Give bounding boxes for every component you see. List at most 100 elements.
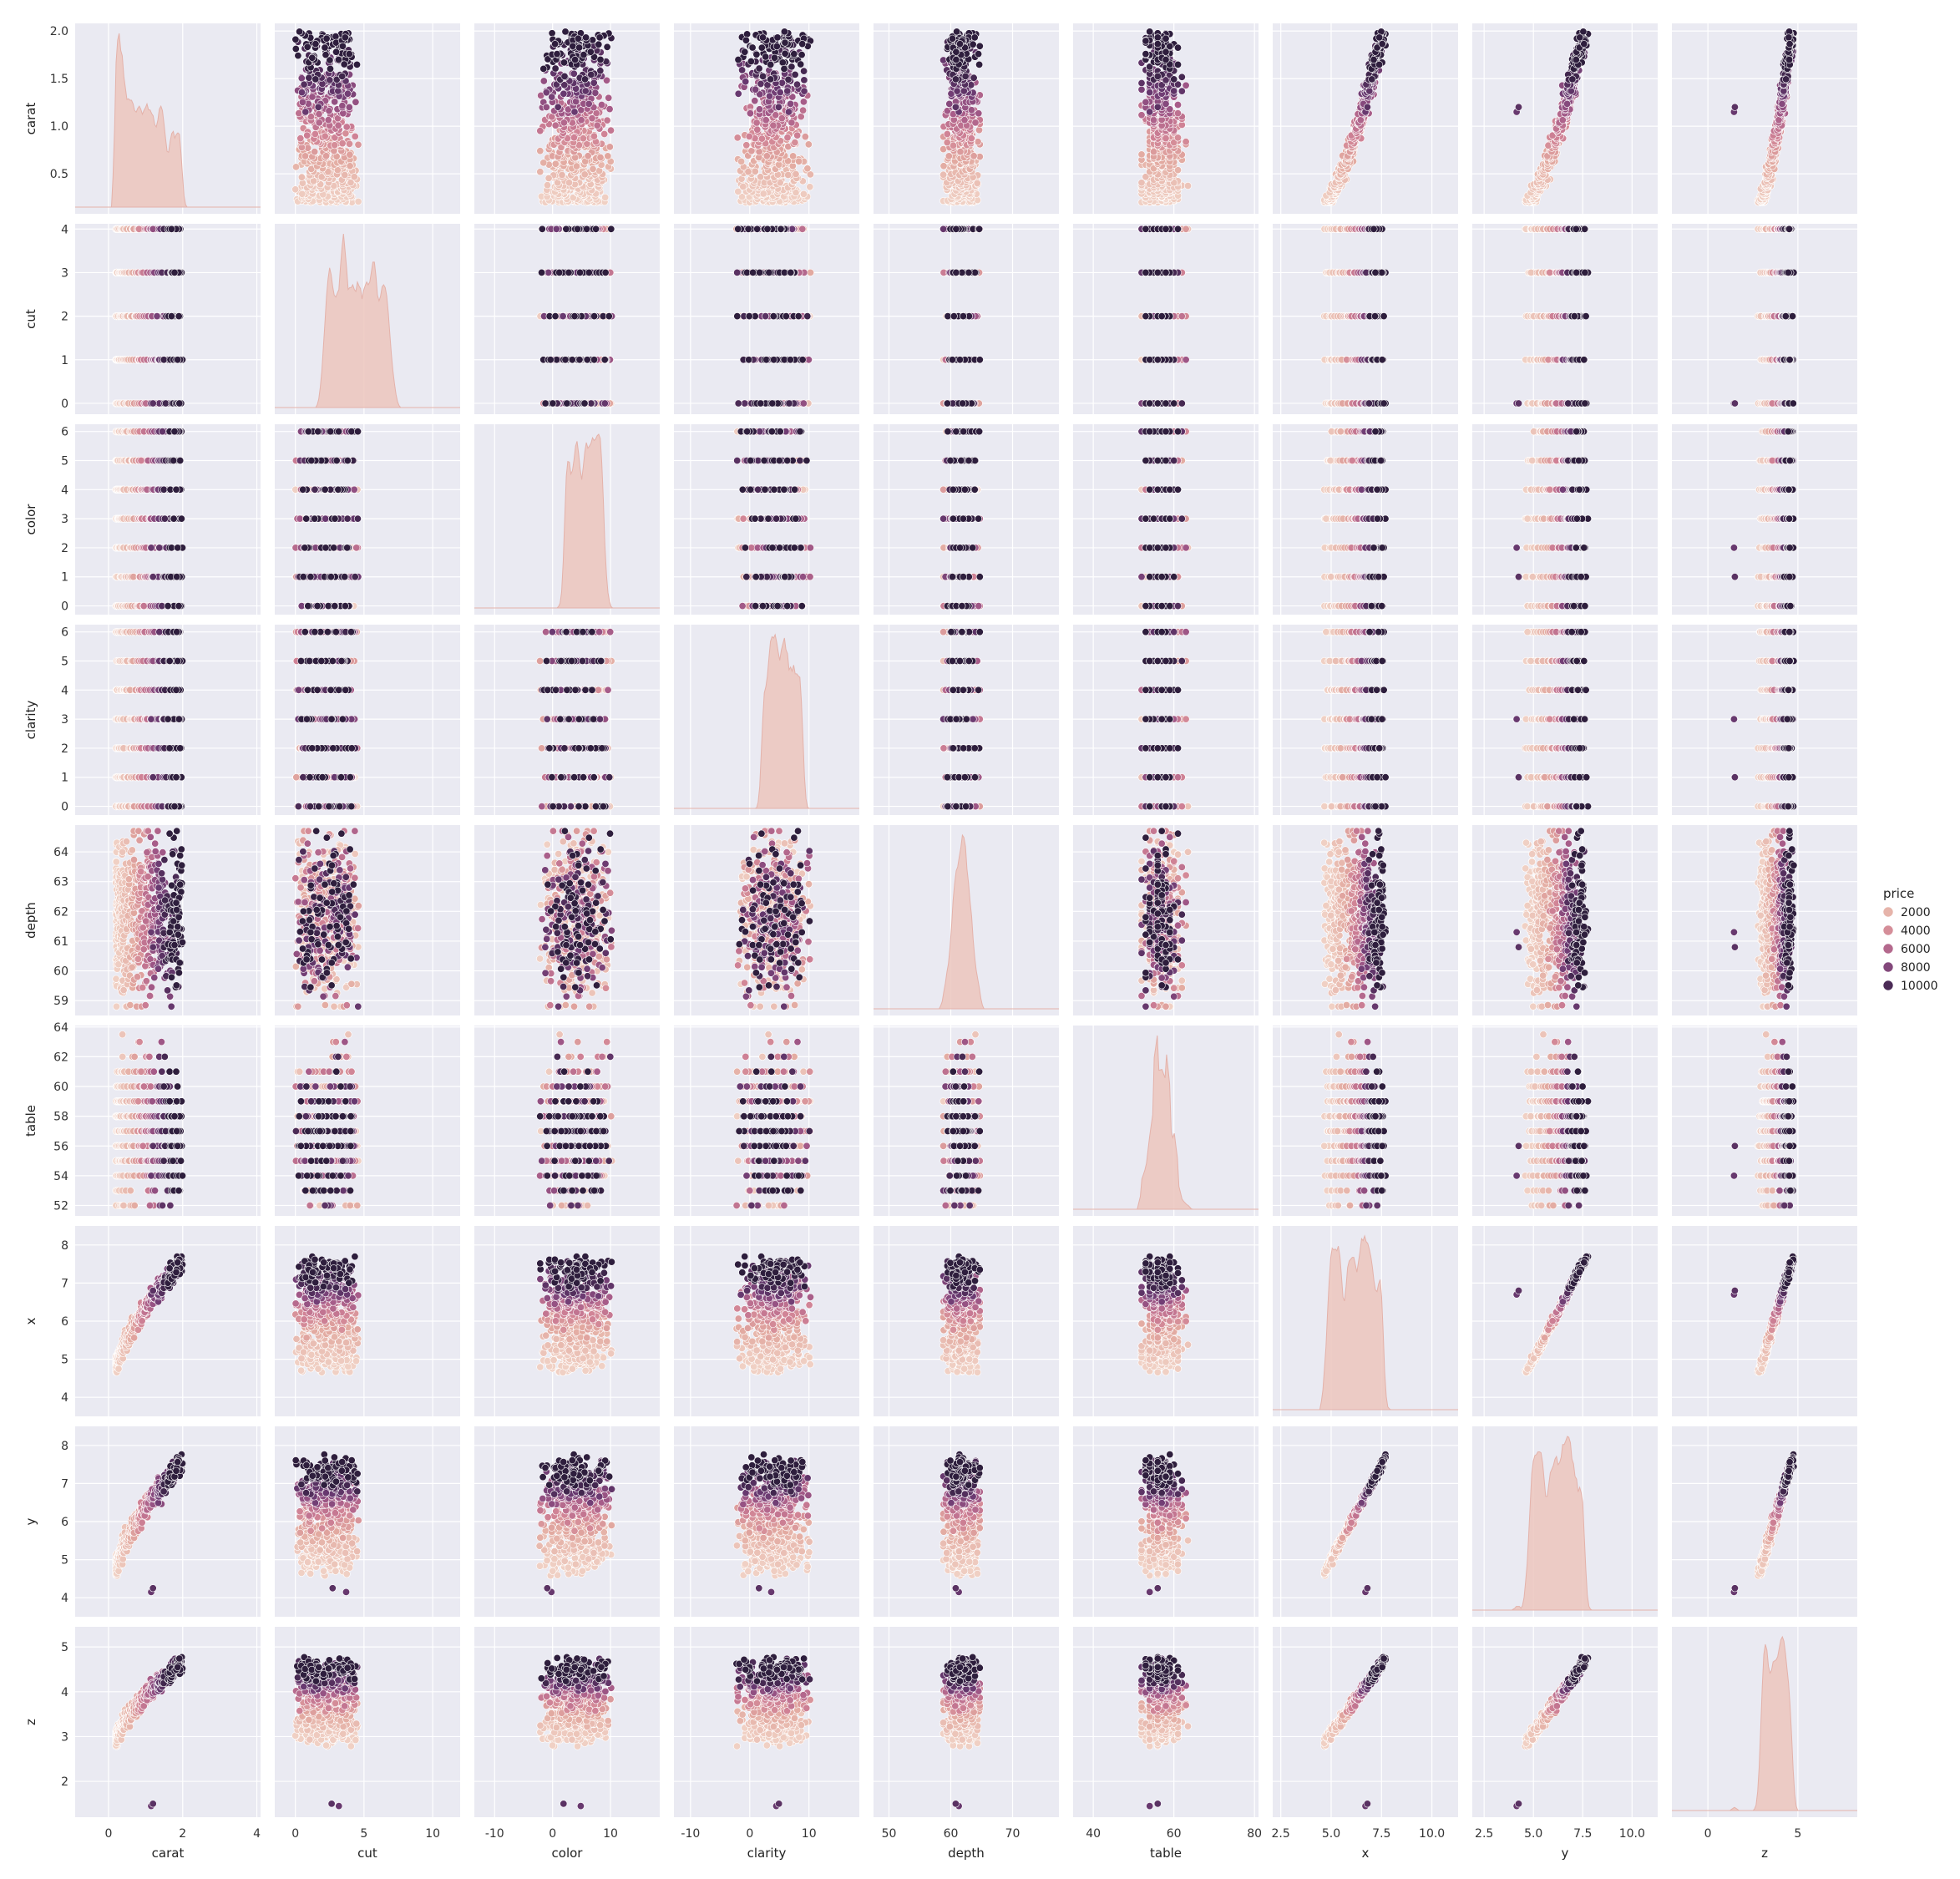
data-point — [560, 90, 567, 97]
data-point — [799, 107, 806, 114]
data-point — [785, 76, 792, 83]
data-point — [742, 48, 748, 55]
data-point — [292, 36, 299, 43]
data-point — [581, 171, 588, 178]
data-point — [798, 61, 804, 68]
data-point — [792, 139, 798, 145]
data-point — [306, 74, 312, 81]
data-point — [801, 88, 808, 94]
data-point — [800, 68, 807, 74]
data-point — [773, 43, 780, 49]
data-point — [779, 59, 786, 66]
data-point — [800, 190, 807, 197]
data-point — [775, 104, 782, 110]
data-point — [607, 127, 614, 134]
data-point — [758, 44, 765, 51]
data-point — [302, 109, 309, 115]
data-point — [738, 67, 745, 73]
data-point — [743, 31, 750, 38]
data-point — [545, 175, 552, 181]
data-point — [788, 119, 795, 126]
data-point — [604, 117, 610, 124]
data-point — [322, 133, 328, 139]
data-point — [555, 104, 561, 110]
data-point — [777, 89, 783, 95]
data-point — [552, 122, 559, 129]
data-point — [540, 160, 547, 166]
data-point — [322, 153, 329, 160]
data-point — [570, 43, 576, 49]
data-point — [785, 171, 792, 178]
data-point — [756, 65, 762, 72]
data-point — [771, 54, 777, 61]
data-point — [332, 142, 338, 149]
data-point — [774, 34, 781, 41]
data-point — [537, 169, 544, 175]
data-point — [791, 50, 798, 57]
data-point — [793, 170, 799, 177]
data-point — [325, 117, 332, 124]
data-point — [571, 56, 578, 63]
data-point — [745, 169, 752, 175]
data-point — [605, 153, 611, 160]
data-point — [578, 107, 585, 114]
ylabel-carat: carat — [23, 103, 38, 135]
data-point — [315, 104, 322, 110]
data-point — [754, 126, 761, 133]
data-point — [758, 135, 765, 142]
data-point — [784, 88, 791, 94]
data-point — [562, 28, 569, 35]
data-point — [346, 140, 352, 147]
data-point — [296, 109, 302, 116]
data-point — [575, 44, 582, 51]
data-point — [590, 133, 597, 139]
data-point — [802, 134, 808, 140]
data-point — [592, 89, 599, 96]
data-point — [346, 50, 352, 57]
data-point — [295, 52, 301, 58]
data-point — [798, 113, 804, 119]
data-point — [804, 165, 811, 172]
data-point — [734, 134, 741, 141]
data-point — [339, 140, 346, 147]
data-point — [789, 153, 796, 160]
ytick-label: 2.0 — [50, 25, 68, 38]
data-point — [778, 115, 785, 122]
data-point — [347, 151, 353, 158]
data-point — [342, 130, 349, 137]
data-point — [552, 160, 559, 167]
data-point — [585, 100, 592, 107]
data-point — [543, 89, 550, 96]
data-point — [355, 198, 362, 205]
data-point — [805, 141, 812, 148]
data-point — [311, 130, 318, 137]
data-point — [292, 45, 299, 52]
data-point — [316, 119, 322, 126]
data-point — [578, 117, 585, 124]
data-point — [327, 77, 333, 84]
data-point — [782, 39, 788, 46]
data-point — [793, 81, 800, 88]
data-point — [760, 190, 767, 197]
data-point — [604, 43, 610, 50]
data-point — [309, 54, 316, 61]
data-point — [322, 51, 329, 58]
data-point — [332, 99, 338, 105]
data-point — [322, 44, 328, 51]
data-point — [537, 148, 544, 154]
data-point — [561, 73, 568, 79]
data-point — [335, 56, 342, 63]
data-point — [798, 51, 805, 58]
data-point — [597, 56, 604, 63]
data-point — [540, 65, 547, 72]
data-point — [766, 93, 772, 99]
data-point — [580, 51, 587, 58]
panel-carat-vs-color — [474, 23, 660, 214]
data-point — [551, 40, 558, 47]
panel-carat-vs-carat — [75, 23, 261, 214]
data-point — [743, 142, 750, 149]
data-point — [587, 48, 594, 55]
data-point — [549, 30, 555, 37]
data-point — [782, 50, 788, 57]
data-point — [762, 117, 769, 124]
